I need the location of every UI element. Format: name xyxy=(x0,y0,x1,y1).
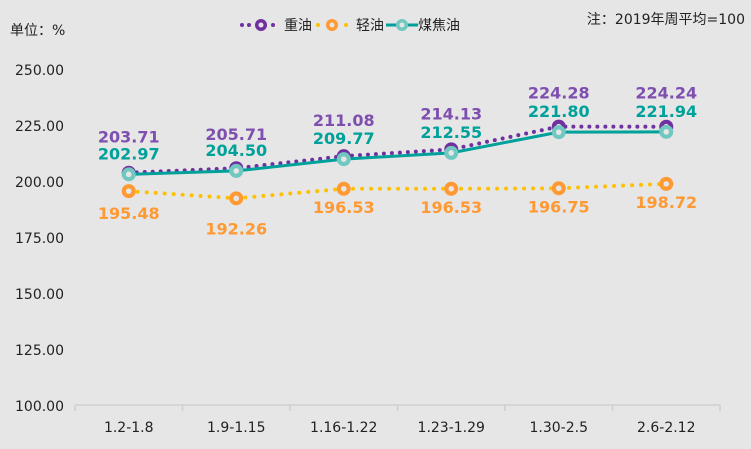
data-label-light-oil: 196.53 xyxy=(420,198,482,217)
legend-item-heavy-oil: 重油 xyxy=(238,15,312,35)
data-label-light-oil: 196.53 xyxy=(313,198,375,217)
note-label: 注：2019年周平均=100 xyxy=(586,12,745,28)
legend-label: 煤焦油 xyxy=(418,18,460,34)
x-tick-label: 1.2-1.8 xyxy=(104,420,154,436)
data-label-heavy-oil: 211.08 xyxy=(313,111,375,130)
data-label-coal-tar: 204.50 xyxy=(205,141,267,160)
data-label-light-oil: 195.48 xyxy=(98,204,160,223)
series-line-heavy-oil xyxy=(126,124,669,175)
legend-solid-marker-icon xyxy=(386,19,418,31)
legend-label: 轻油 xyxy=(356,18,384,34)
y-tick-label: 100.00 xyxy=(15,399,64,415)
series-line-coal-tar xyxy=(128,130,667,176)
legend-dotted-marker-icon xyxy=(316,19,348,31)
legend-item-light-oil: 轻油 xyxy=(314,15,384,35)
data-label-coal-tar: 202.97 xyxy=(98,144,160,163)
data-label-heavy-oil: 205.71 xyxy=(205,125,267,144)
legend: 重油 轻油 煤焦油 xyxy=(238,15,462,35)
x-tick-label: 1.23-1.29 xyxy=(418,420,485,436)
y-tick-label: 150.00 xyxy=(15,287,64,303)
data-label-coal-tar: 209.77 xyxy=(313,129,375,148)
legend-dotted-marker-icon xyxy=(240,19,275,31)
y-tick-label: 200.00 xyxy=(15,175,64,191)
legend-item-coal-tar: 煤焦油 xyxy=(386,15,460,35)
y-tick-label: 125.00 xyxy=(15,343,64,359)
data-label-heavy-oil: 203.71 xyxy=(98,128,160,147)
data-label-heavy-oil: 224.24 xyxy=(635,84,697,103)
series-line-light-oil xyxy=(126,181,669,201)
data-label-coal-tar: 212.55 xyxy=(420,123,482,142)
data-label-light-oil: 196.75 xyxy=(528,197,590,216)
data-label-light-oil: 192.26 xyxy=(205,219,267,238)
y-tick-label: 250.00 xyxy=(15,63,64,79)
x-tick-label: 1.16-1.22 xyxy=(310,420,377,436)
data-label-heavy-oil: 214.13 xyxy=(420,104,482,123)
y-tick-label: 225.00 xyxy=(15,119,64,135)
x-tick-label: 1.30-2.5 xyxy=(530,420,589,436)
data-label-heavy-oil: 224.28 xyxy=(528,84,590,103)
y-tick-label: 175.00 xyxy=(15,231,64,247)
data-label-light-oil: 198.72 xyxy=(635,193,697,212)
legend-label: 重油 xyxy=(284,18,312,34)
x-tick-label: 2.6-2.12 xyxy=(637,420,696,436)
x-tick-label: 1.9-1.15 xyxy=(207,420,266,436)
data-label-coal-tar: 221.80 xyxy=(528,102,590,121)
data-label-coal-tar: 221.94 xyxy=(635,102,697,121)
unit-label: 单位：% xyxy=(10,23,66,39)
